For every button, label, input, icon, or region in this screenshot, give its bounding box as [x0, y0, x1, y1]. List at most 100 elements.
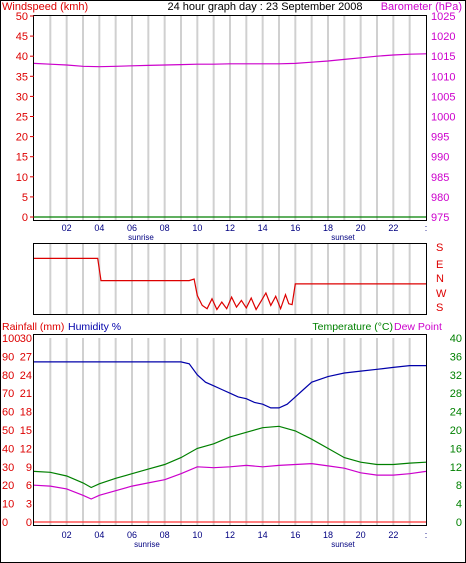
barometer-tick: 1010 [431, 71, 455, 83]
x-tick-label: 06 [127, 223, 137, 233]
sunrise-marker-3: sunrise [134, 540, 160, 549]
x-tick-label: 12 [225, 530, 235, 540]
temperature-tick: 36 [450, 351, 462, 363]
series-1 [33, 53, 427, 218]
x-tick-label: 06 [127, 530, 137, 540]
rainfall-tick: 30 [20, 333, 32, 345]
humidity-tick: 90 [2, 351, 14, 363]
series-3 [33, 361, 427, 523]
temperature-line [33, 425, 427, 489]
grid-2 [49, 244, 411, 314]
barometer-tick: 975 [431, 212, 449, 224]
x-tick-label: : [425, 223, 428, 233]
x-tick-label: 14 [258, 223, 268, 233]
windspeed-tick: 35 [16, 71, 28, 83]
x-tick-label: 10 [192, 530, 202, 540]
wind-direction-line [34, 257, 426, 311]
x-tick-label: 08 [160, 223, 170, 233]
barometer-line [33, 53, 427, 68]
barometer-tick: 980 [431, 192, 449, 204]
x-tick-label: 20 [356, 530, 366, 540]
temperature-tick: 24 [450, 407, 462, 419]
x-tick-label: 14 [258, 530, 268, 540]
sunrise-marker: sunrise [128, 233, 154, 242]
temperature-tick: 28 [450, 388, 462, 400]
x-tick-label: 04 [94, 530, 104, 540]
x-tick-label: 18 [323, 530, 333, 540]
barometer-tick: 985 [431, 172, 449, 184]
humidity-tick: 20 [2, 480, 14, 492]
x-tick-label: 16 [290, 530, 300, 540]
x-tick-label: 16 [290, 223, 300, 233]
temperature-tick: 16 [450, 443, 462, 455]
windspeed-ticks: 0 5 10 15 20 25 30 35 40 45 50 [16, 11, 34, 224]
x-tick-label: 22 [388, 530, 398, 540]
chart-title: 24 hour graph day : 23 September 2008 [167, 1, 362, 13]
windspeed-tick: 45 [16, 31, 28, 43]
rainfall-tick: 0 [26, 517, 32, 529]
sunset-marker-3: sunset [331, 540, 355, 549]
humidity-temperature-panel: Rainfall (mm) Humidity % Temperature (°C… [2, 321, 462, 549]
x-tick-label: 02 [62, 530, 72, 540]
x-tick-label: 20 [356, 223, 366, 233]
windspeed-tick: 20 [16, 132, 28, 144]
temperature-tick: 20 [450, 425, 462, 437]
barometer-tick: 990 [431, 152, 449, 164]
direction-label: N [436, 273, 444, 285]
rainfall-tick: 27 [20, 351, 32, 363]
rainfall-tick: 24 [20, 370, 32, 382]
rainfall-tick: 3 [26, 499, 32, 511]
humidity-tick: 30 [2, 462, 14, 474]
humidity-tick: 60 [2, 407, 14, 419]
humidity-tick: 10 [2, 499, 14, 511]
humidity-tick: 80 [2, 370, 14, 382]
dewpoint-line [33, 462, 427, 500]
dewpoint-axis-label: Dew Point [394, 321, 442, 333]
humidity-tick: 100 [2, 333, 20, 345]
temperature-ticks: 0 4 8 12 16 20 24 28 32 36 40 [450, 333, 462, 529]
humidity-ticks: 0 10 20 30 40 50 60 70 80 90 100 [2, 333, 20, 529]
direction-label: E [436, 259, 443, 271]
windspeed-tick: 15 [16, 152, 28, 164]
rainfall-tick: 9 [26, 462, 32, 474]
barometer-tick: 1005 [431, 91, 455, 103]
barometer-axis-label: Barometer (hPa) [381, 1, 462, 13]
x-tick-label: 10 [192, 223, 202, 233]
barometer-ticks: 975 980 985 990 995 1000 1005 1010 1015 1020 1025 [431, 11, 455, 224]
grid-1 [49, 16, 411, 220]
temperature-tick: 4 [456, 499, 462, 511]
grid-3 [49, 338, 411, 525]
rainfall-ticks: 0 3 6 9 12 15 18 21 24 27 30 [20, 333, 32, 529]
temperature-tick: 12 [450, 462, 462, 474]
humidity-axis-label: Humidity % [68, 321, 121, 333]
barometer-tick: 1000 [431, 112, 455, 124]
direction-label: W [436, 288, 447, 300]
x-tick-label: 18 [323, 223, 333, 233]
x-ticks-3: 02 04 06 08 10 12 14 16 18 20 22: [62, 530, 428, 540]
x-tick-label: 12 [225, 223, 235, 233]
x-tick-label: 22 [388, 223, 398, 233]
temperature-tick: 8 [456, 480, 462, 492]
windspeed-tick: 25 [16, 112, 28, 124]
sunset-marker: sunset [331, 233, 355, 242]
x-tick-label: : [425, 530, 428, 540]
windspeed-tick: 50 [16, 11, 28, 23]
windspeed-tick: 10 [16, 172, 28, 184]
humidity-tick: 0 [2, 517, 8, 529]
rainfall-tick: 21 [20, 388, 32, 400]
windspeed-tick: 30 [16, 91, 28, 103]
temperature-tick: 32 [450, 370, 462, 382]
series-2 [34, 257, 426, 311]
barometer-tick: 1025 [431, 11, 455, 23]
rainfall-tick: 18 [20, 407, 32, 419]
humidity-tick: 70 [2, 388, 14, 400]
barometer-tick: 1015 [431, 51, 455, 63]
rainfall-tick: 15 [20, 425, 32, 437]
rainfall-axis-label: Rainfall (mm) [2, 321, 64, 333]
humidity-tick: 50 [2, 425, 14, 437]
temperature-axis-label: Temperature (°C) [312, 321, 393, 333]
humidity-line [34, 361, 426, 409]
